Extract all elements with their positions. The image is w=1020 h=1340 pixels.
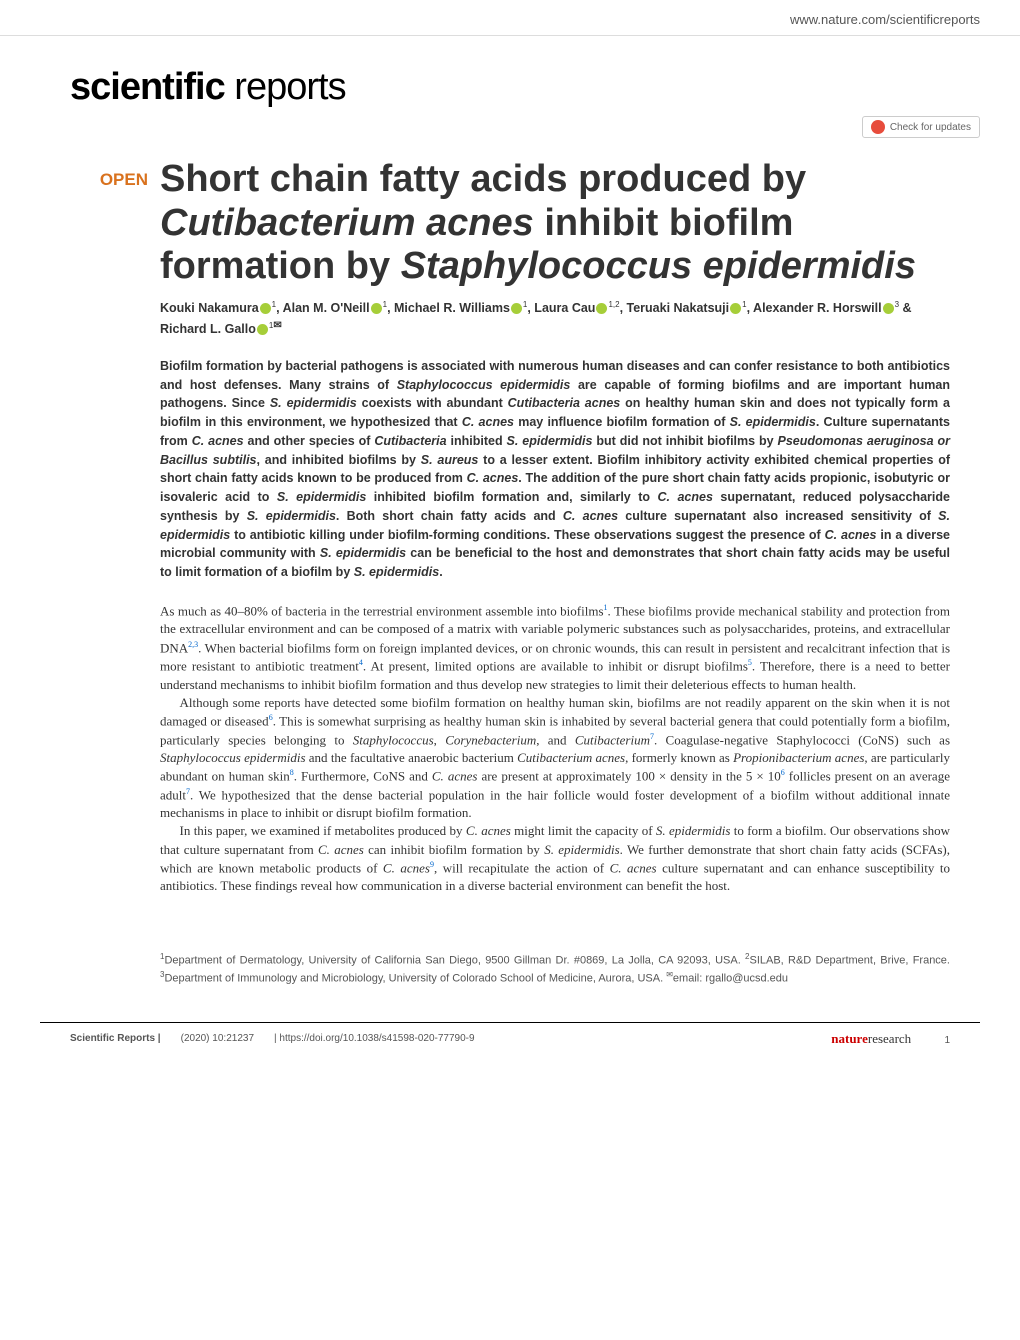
journal-name-light: reports bbox=[234, 66, 345, 108]
publisher-red: nature bbox=[831, 1031, 868, 1046]
publisher-logo: natureresearch bbox=[831, 1031, 914, 1046]
article-container: OPEN Short chain fatty acids produced by… bbox=[0, 158, 1020, 1007]
check-updates-icon bbox=[871, 120, 885, 134]
body-text: As much as 40–80% of bacteria in the ter… bbox=[160, 602, 950, 896]
authors-list: Kouki Nakamura1, Alan M. O'Neill1, Micha… bbox=[160, 299, 950, 339]
affiliations: 1Department of Dermatology, University o… bbox=[160, 936, 950, 987]
publisher-rest: research bbox=[868, 1031, 911, 1046]
page-footer: Scientific Reports | (2020) 10:21237 | h… bbox=[40, 1022, 980, 1067]
footer-doi: | https://doi.org/10.1038/s41598-020-777… bbox=[274, 1033, 475, 1044]
journal-logo: scientific reports bbox=[70, 66, 346, 109]
article-main: Short chain fatty acids produced by Cuti… bbox=[160, 158, 950, 987]
journal-header: scientific reports Check for updates bbox=[0, 36, 1020, 158]
journal-name-bold: scientific bbox=[70, 66, 225, 108]
page-number: 1 bbox=[944, 1035, 950, 1046]
abstract: Biofilm formation by bacterial pathogens… bbox=[160, 357, 950, 582]
footer-right: natureresearch 1 bbox=[831, 1031, 950, 1047]
site-url: www.nature.com/scientificreports bbox=[790, 12, 980, 27]
body-paragraph: Although some reports have detected some… bbox=[160, 694, 950, 823]
footer-left: Scientific Reports | (2020) 10:21237 | h… bbox=[70, 1033, 475, 1044]
open-access-label: OPEN bbox=[70, 158, 160, 987]
header-bar: www.nature.com/scientificreports bbox=[0, 0, 1020, 36]
article-title: Short chain fatty acids produced by Cuti… bbox=[160, 158, 950, 289]
body-paragraph: In this paper, we examined if metabolite… bbox=[160, 822, 950, 895]
body-paragraph: As much as 40–80% of bacteria in the ter… bbox=[160, 602, 950, 694]
check-updates-label: Check for updates bbox=[890, 122, 971, 133]
check-updates-button[interactable]: Check for updates bbox=[862, 116, 980, 138]
footer-journal: Scientific Reports | bbox=[70, 1033, 161, 1044]
footer-citation: (2020) 10:21237 bbox=[181, 1033, 254, 1044]
